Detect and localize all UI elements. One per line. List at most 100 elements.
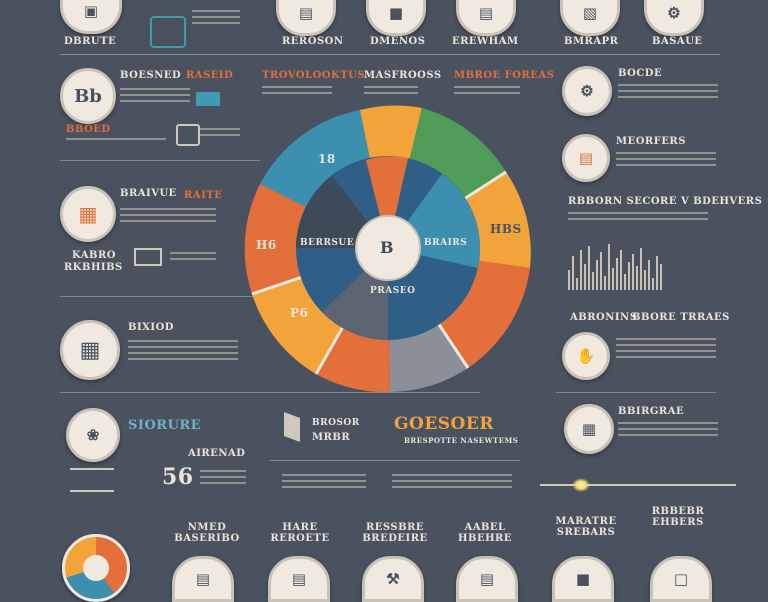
right-item5-title: BBIRGRAE	[618, 406, 685, 417]
bottom-label-3: RESSBRE BREDEIRE	[362, 522, 428, 544]
center-top-text-3	[454, 82, 520, 98]
right-item1-title: BOCDE	[618, 68, 663, 79]
map-icon: ▦	[581, 420, 597, 438]
car-icon: ▤	[291, 570, 307, 588]
top-label-6: BASAUE	[652, 36, 703, 47]
left-item1-title1: BOESNED	[120, 70, 182, 81]
bottom-label-1: NMED BASERIBO	[174, 522, 240, 544]
left-divider-1	[60, 160, 260, 161]
left-item1-text	[120, 84, 190, 106]
right-bar-chart	[568, 240, 708, 290]
bottom-donut[interactable]	[62, 534, 130, 602]
center-top-text-1	[262, 82, 332, 98]
wedge-label-2: H6	[256, 238, 277, 252]
top-text-lines	[192, 6, 240, 28]
center-top-title-1: TROVOLOOKTUS	[262, 70, 366, 81]
center-top-title-3: MBROE FOREAS	[454, 70, 555, 81]
folder-icon: ▧	[582, 4, 598, 22]
left-item2-widget	[134, 248, 162, 266]
glow-slider[interactable]	[540, 484, 736, 486]
left-divider-2	[60, 296, 260, 297]
bottom-badge-2[interactable]: ▤	[268, 556, 330, 602]
printer-icon: ▤	[479, 570, 495, 588]
wrench-icon: ⚒	[386, 570, 400, 588]
left-item1-sublines	[66, 134, 166, 144]
right-badge-1[interactable]: ⚙	[562, 66, 612, 116]
wedge-label-1: 18	[318, 152, 336, 166]
left-item4-sub: AIRENAD	[188, 448, 246, 459]
left-item4-big: 56	[162, 464, 194, 490]
wedge-label-3: P6	[290, 306, 309, 320]
hub[interactable]	[355, 215, 421, 281]
book-icon: ▤	[298, 4, 314, 22]
bottom-label-6: RBBEBR EHBERS	[651, 506, 705, 528]
right-item3-text	[568, 208, 708, 224]
top-badge-4[interactable]: ▤	[456, 0, 516, 36]
camera-icon: ▣	[83, 2, 99, 20]
bottom-badge-4[interactable]: ▤	[456, 556, 518, 602]
right-badge-2[interactable]: ▤	[562, 134, 610, 182]
left-item1-sidetext	[200, 124, 240, 140]
bottom-label-5: MARATRE SREBARS	[555, 516, 617, 538]
left-item3-text	[128, 336, 238, 364]
left-badge-3[interactable]: ▦	[60, 320, 120, 380]
left-item2-title2: RAITE	[184, 190, 223, 201]
left-badge-2[interactable]: ▦	[60, 186, 116, 242]
left-badge-4[interactable]: ❀	[66, 408, 120, 462]
inner-wedge-orange[interactable]	[366, 156, 408, 248]
right-item4-title2: BBORE TRRAES	[632, 312, 730, 323]
center-brand-sub: BRESPOTTE NASEWTEMS	[404, 436, 519, 445]
bottom-badge-5[interactable]: ■	[552, 556, 614, 602]
left-item1-sub: BBOED	[66, 124, 111, 135]
tool-icon: ⚙	[667, 4, 681, 22]
right-badge-5[interactable]: ▦	[564, 404, 614, 454]
table-icon: ▦	[79, 337, 101, 363]
bottom-label-2: HARE REROETE	[270, 522, 330, 544]
top-badge-3[interactable]: ■	[366, 0, 426, 36]
center-top-title-2: MASFROOSS	[364, 70, 442, 81]
center-left-brand2: MRBR	[312, 432, 351, 443]
hub-label: B	[380, 238, 395, 257]
center-bottom-text-2	[392, 470, 512, 492]
glow-slider-knob[interactable]	[572, 478, 590, 492]
left-badge-1-text: Bb	[74, 85, 102, 107]
left-item2-text	[120, 204, 216, 226]
right-badge-4[interactable]: ✋	[562, 332, 610, 380]
top-divider	[60, 54, 720, 55]
right-item2-title: MEORFERS	[616, 136, 686, 147]
screen-icon: ■	[575, 570, 591, 588]
top-badge-5[interactable]: ▧	[560, 0, 620, 36]
top-badge-6[interactable]: ⚙	[644, 0, 704, 36]
left-badge-1[interactable]: Bb	[60, 68, 116, 124]
bottom-badge-6[interactable]: □	[650, 556, 712, 602]
hand-icon: ✋	[576, 347, 596, 365]
right-item1-text	[618, 80, 718, 102]
top-badge-2[interactable]: ▤	[276, 0, 336, 36]
ring-chart	[244, 105, 531, 393]
left-item2-sub2: RKBHIBS	[64, 262, 123, 273]
top-chip-icon	[150, 16, 186, 48]
donut-hole	[83, 555, 109, 581]
left-item2-sidetext	[170, 248, 216, 264]
bottom-badge-3[interactable]: ⚒	[362, 556, 424, 602]
inner-label-2: BRAIRS	[424, 238, 468, 248]
chart-icon: ▦	[78, 202, 98, 226]
ring-bottom-label: PRASEO	[370, 286, 416, 296]
right-item2-text	[616, 148, 716, 170]
bottom-label-4: AABEL HBEHRE	[458, 522, 512, 544]
right-item4-title1: ABRONINS	[570, 312, 638, 323]
left-divider-3	[60, 392, 480, 393]
top-badge-1[interactable]: ▣	[60, 0, 122, 34]
left-item1-title2: RASEID	[186, 70, 234, 81]
right-item3-title: RBBORN SECORE V BDEHVERS	[568, 196, 763, 207]
top-label-3: DMENOS	[370, 36, 426, 47]
top-label-4: EREWHAM	[452, 36, 519, 47]
gear-icon: ⚙	[580, 82, 594, 100]
center-left-brand: BROSOR	[312, 418, 360, 428]
top-label-2: REROSON	[282, 36, 344, 47]
bottom-badge-1[interactable]: ▤	[172, 556, 234, 602]
monitor-icon: ■	[388, 4, 404, 22]
left-item4-box	[70, 468, 114, 492]
device-icon: ▤	[195, 570, 211, 588]
right-item5-text	[618, 418, 718, 440]
